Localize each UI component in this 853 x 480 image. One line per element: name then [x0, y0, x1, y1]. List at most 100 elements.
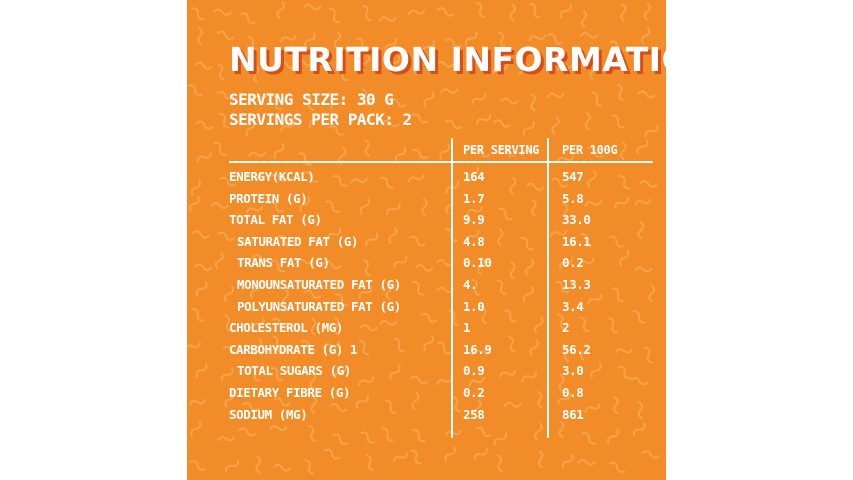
- squiggle-mark: [475, 114, 492, 125]
- squiggle-mark: [530, 93, 536, 112]
- squiggle-mark: [436, 7, 455, 17]
- squiggle-mark: [194, 61, 213, 70]
- squiggle-mark: [640, 27, 651, 45]
- squiggle-mark: [389, 98, 407, 108]
- squiggle-mark: [473, 448, 488, 461]
- squiggle-mark: [364, 139, 371, 157]
- squiggle-mark: [644, 124, 659, 138]
- per-serving-value: 0.2: [463, 384, 485, 400]
- squiggle-mark: [358, 285, 373, 299]
- squiggle-mark: [614, 197, 629, 209]
- squiggle-mark: [240, 12, 256, 25]
- squiggle-mark: [224, 390, 235, 408]
- squiggle-mark: [308, 424, 317, 442]
- squiggle-mark: [617, 365, 632, 380]
- squiggle-mark: [332, 174, 348, 187]
- squiggle-mark: [271, 94, 282, 111]
- squiggle-mark: [509, 176, 517, 195]
- squiggle-mark: [224, 314, 232, 332]
- squiggle-mark: [408, 8, 426, 16]
- squiggle-mark: [580, 32, 599, 39]
- squiggle-mark: [350, 177, 368, 184]
- squiggle-mark: [435, 258, 454, 267]
- squiggle-mark: [497, 228, 504, 247]
- squiggle-mark: [245, 205, 264, 214]
- squiggle-mark: [300, 339, 317, 352]
- squiggle-mark: [521, 371, 538, 383]
- squiggle-mark: [537, 450, 544, 468]
- per-serving-value: 1.0: [463, 298, 485, 314]
- squiggle-mark: [359, 324, 378, 332]
- squiggle-mark: [355, 37, 369, 52]
- squiggle-mark: [584, 200, 602, 207]
- squiggle-mark: [499, 145, 516, 158]
- squiggle-mark: [330, 97, 345, 110]
- squiggle-mark: [189, 195, 200, 212]
- squiggle-mark: [245, 119, 256, 137]
- squiggle-mark: [557, 392, 572, 406]
- squiggle-mark: [246, 36, 259, 51]
- per-100g-value: 0.8: [562, 384, 584, 400]
- squiggle-mark: [304, 32, 316, 48]
- nutrient-name: DIETARY FIBRE (G): [229, 384, 351, 400]
- squiggle-mark: [273, 397, 291, 407]
- squiggle-mark: [534, 422, 543, 441]
- squiggle-mark: [276, 1, 286, 19]
- squiggle-mark: [413, 57, 423, 75]
- squiggle-mark: [276, 235, 293, 247]
- squiggle-mark: [195, 120, 214, 130]
- squiggle-mark: [632, 422, 646, 437]
- squiggle-mark: [492, 63, 509, 74]
- squiggle-mark: [379, 319, 398, 326]
- squiggle-mark: [422, 39, 435, 55]
- squiggle-mark: [329, 402, 348, 413]
- squiggle-mark: [580, 233, 593, 248]
- squiggle-mark: [557, 313, 567, 330]
- squiggle-mark: [194, 263, 213, 271]
- squiggle-mark: [244, 173, 263, 180]
- squiggle-mark: [472, 57, 488, 69]
- table-row: PROTEIN (G) 1.7 5.8: [187, 188, 666, 210]
- squiggle-mark: [451, 396, 461, 413]
- squiggle-mark: [436, 341, 452, 355]
- squiggle-mark: [448, 310, 460, 326]
- squiggle-mark: [223, 285, 235, 303]
- squiggle-mark: [351, 117, 370, 124]
- squiggle-mark: [439, 143, 451, 160]
- squiggle-mark: [248, 151, 266, 157]
- squiggle-mark: [524, 258, 535, 277]
- squiggle-mark: [579, 316, 590, 333]
- squiggle-mark: [365, 232, 379, 247]
- table-row: ENERGY(KCAL) 164 547: [187, 166, 666, 188]
- squiggle-mark: [559, 256, 574, 269]
- per-serving-value: 4.8: [463, 233, 485, 249]
- squiggle-mark: [327, 227, 342, 241]
- table-row: TRANS FAT (G) 0.10 0.2: [187, 252, 666, 274]
- squiggle-mark: [577, 459, 596, 466]
- squiggle-mark: [216, 90, 234, 100]
- squiggle-mark: [333, 317, 340, 336]
- squiggle-mark: [407, 174, 425, 183]
- squiggle-mark: [213, 141, 227, 156]
- squiggle-mark: [648, 284, 656, 303]
- squiggle-mark: [280, 120, 296, 133]
- per-100g-value: 3.0: [562, 363, 584, 379]
- per-serving-value: 9.9: [463, 212, 485, 228]
- squiggle-mark: [220, 367, 234, 382]
- squiggle-mark: [272, 335, 282, 352]
- nutrient-name: SATURATED FAT (G): [237, 233, 359, 249]
- squiggle-mark: [271, 259, 286, 273]
- squiggle-mark: [533, 316, 544, 334]
- squiggle-mark: [620, 3, 627, 22]
- squiggle-mark: [500, 97, 519, 105]
- squiggle-mark: [365, 454, 374, 472]
- squiggle-mark: [270, 173, 289, 182]
- squiggle-mark: [499, 369, 517, 378]
- squiggle-mark: [581, 432, 597, 445]
- table-row: MONOUNSATURATED FAT (G) 4. 13.3: [187, 274, 666, 296]
- squiggle-mark: [191, 308, 205, 322]
- squiggle-mark: [520, 146, 538, 157]
- squiggle-mark: [467, 166, 480, 182]
- table-row: TOTAL SUGARS (G) 0.9 3.0: [187, 360, 666, 382]
- squiggle-mark: [334, 293, 350, 307]
